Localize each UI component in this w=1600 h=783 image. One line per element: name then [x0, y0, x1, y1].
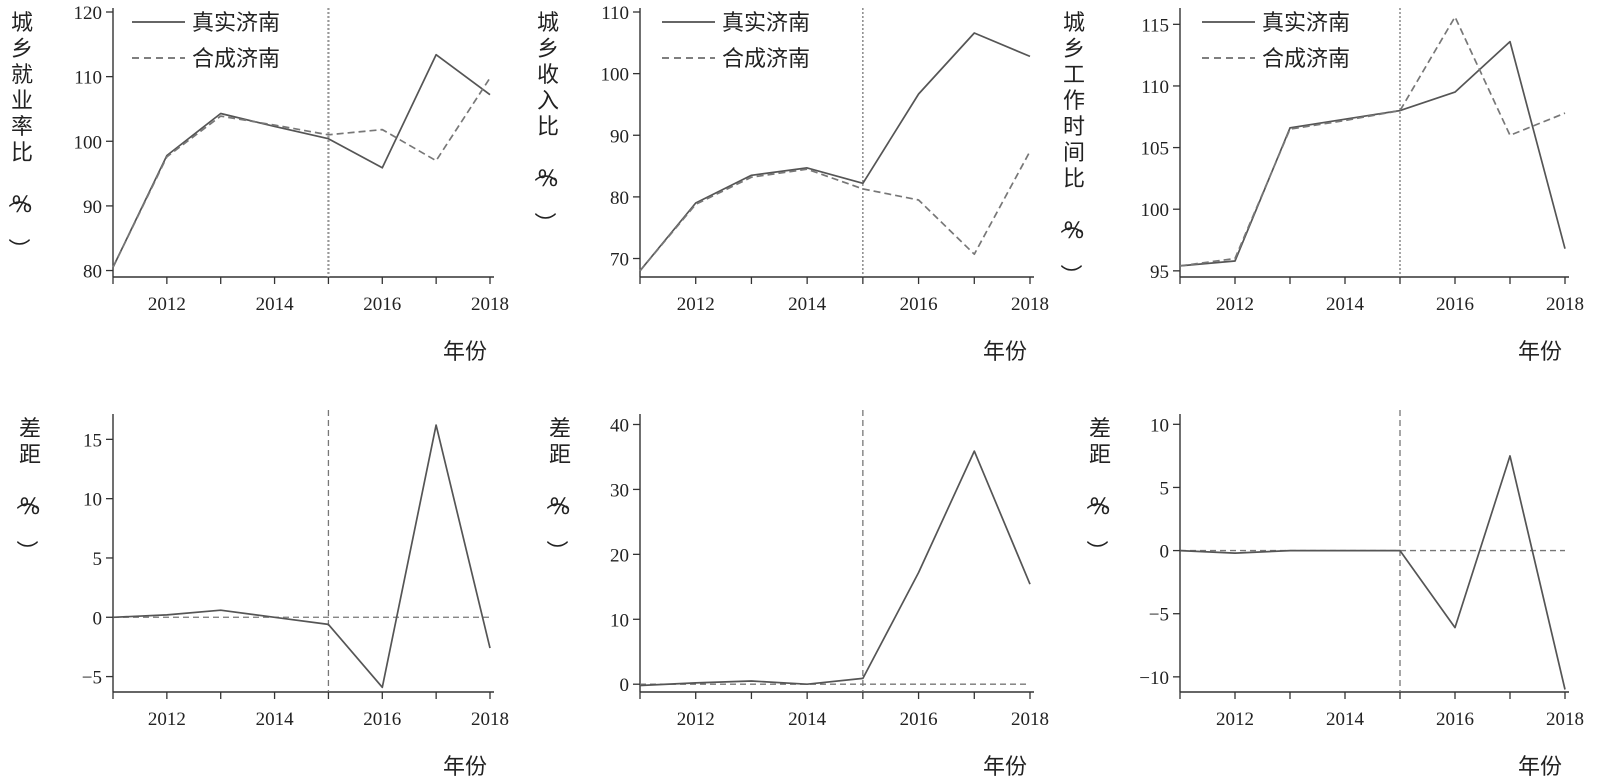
y-axis-title: 城乡就业率比（%）	[5, 11, 33, 260]
x-tick-label: 2018	[1011, 709, 1049, 730]
legend-label: 真实济南	[192, 11, 280, 36]
legend-label: 合成济南	[1262, 47, 1350, 72]
y-axis-title: 城乡收入比（%）	[531, 11, 559, 234]
y-tick-label: 5	[1160, 478, 1170, 499]
y-tick-label: 10	[83, 490, 102, 511]
y-tick-label: 0	[93, 608, 103, 629]
x-tick-label: 2014	[788, 294, 827, 315]
y-tick-label: 10	[610, 610, 629, 631]
y-tick-label: −5	[82, 668, 102, 689]
x-tick-label: 2018	[471, 709, 509, 730]
x-tick-label: 2012	[1216, 709, 1254, 730]
y-tick-label: 110	[601, 3, 629, 24]
y-axis-title: 差距（%）	[1083, 417, 1111, 562]
x-tick-label: 2012	[677, 294, 715, 315]
panel-6: −10 −5 0 5 10 2012 2014 2016 2018 年份 差距（%）	[1083, 410, 1584, 780]
y-tick-label: 100	[74, 132, 103, 153]
y-tick-label: 0	[1160, 542, 1170, 563]
x-tick-label: 2016	[900, 294, 938, 315]
x-tick-label: 2018	[471, 294, 509, 315]
x-tick-label: 2016	[363, 294, 401, 315]
panel-3: 95 100 105 110 115 2012 2014 2016 2018 年份 城乡工作时间比（…	[1057, 8, 1584, 365]
x-tick-label: 2016	[1436, 294, 1474, 315]
y-tick-label: 90	[610, 126, 629, 147]
y-tick-label: 105	[1141, 139, 1170, 160]
y-tick-label: 90	[83, 197, 102, 218]
y-tick-label: 115	[1141, 15, 1169, 36]
series-line-real	[639, 450, 1031, 687]
series-line-synthetic	[639, 150, 1031, 272]
legend-label: 合成济南	[192, 47, 280, 72]
x-tick-label: 2018	[1011, 294, 1049, 315]
y-tick-label: 120	[74, 3, 103, 24]
x-tick-label: 2012	[677, 709, 715, 730]
y-tick-label: −5	[1149, 605, 1169, 626]
series-line-real	[1179, 455, 1566, 690]
y-tick-label: 20	[610, 545, 629, 566]
x-tick-label: 2012	[148, 294, 186, 315]
panel-1: 80 90 100 110 120 2012 2014 2016 2018 年份 城乡就业率比（%）…	[5, 3, 509, 365]
series-line-synthetic	[1179, 16, 1566, 267]
y-axis-title: 差距（%）	[13, 417, 41, 562]
y-tick-label: −10	[1139, 668, 1169, 689]
x-tick-label: 2018	[1546, 294, 1584, 315]
x-axis-title: 年份	[983, 755, 1027, 780]
x-axis-title: 年份	[443, 340, 487, 365]
legend-label: 真实济南	[722, 11, 810, 36]
y-tick-label: 100	[1141, 200, 1170, 221]
x-axis-title: 年份	[1518, 340, 1562, 365]
series-line-real	[112, 424, 491, 689]
panel-4: −5 0 5 10 15 2012 2014 2016 2018 年份 差距（%）	[13, 410, 509, 780]
x-tick-label: 2016	[363, 709, 401, 730]
y-tick-label: 40	[610, 415, 629, 436]
legend-label: 真实济南	[1262, 11, 1350, 36]
panel-5: 0 10 20 30 40 2012 2014 2016 2018 年份 差距（%）	[543, 410, 1049, 780]
x-axis-title: 年份	[983, 340, 1027, 365]
panel-2: 70 80 90 100 110 2012 2014 2016 2018 年份 城乡收入比（%） 真实…	[531, 3, 1049, 365]
y-tick-label: 0	[620, 675, 630, 696]
y-tick-label: 80	[610, 188, 629, 209]
legend-label: 合成济南	[722, 47, 810, 72]
x-tick-label: 2016	[900, 709, 938, 730]
x-tick-label: 2012	[148, 709, 186, 730]
x-axis-title: 年份	[443, 755, 487, 780]
series-line-real	[639, 32, 1031, 272]
series-line-real	[1179, 40, 1566, 267]
y-tick-label: 5	[93, 549, 103, 570]
y-tick-label: 15	[83, 430, 102, 451]
y-tick-label: 30	[610, 480, 629, 501]
x-axis-title: 年份	[1518, 755, 1562, 780]
x-tick-label: 2014	[256, 709, 295, 730]
y-tick-label: 110	[74, 68, 102, 89]
y-tick-label: 10	[1150, 415, 1169, 436]
y-tick-label: 80	[83, 262, 102, 283]
y-tick-label: 110	[1141, 77, 1169, 98]
x-tick-label: 2016	[1436, 709, 1474, 730]
y-tick-label: 70	[610, 250, 629, 271]
y-axis-title: 差距（%）	[543, 417, 571, 562]
x-tick-label: 2014	[256, 294, 295, 315]
x-tick-label: 2012	[1216, 294, 1254, 315]
x-tick-label: 2014	[788, 709, 827, 730]
y-tick-label: 100	[601, 65, 630, 86]
x-tick-label: 2014	[1326, 709, 1365, 730]
series-line-synthetic	[112, 77, 491, 268]
y-tick-label: 95	[1150, 262, 1169, 283]
y-axis-title: 城乡工作时间比（%）	[1057, 11, 1085, 286]
x-tick-label: 2018	[1546, 709, 1584, 730]
series-line-real	[112, 53, 491, 268]
x-tick-label: 2014	[1326, 294, 1365, 315]
